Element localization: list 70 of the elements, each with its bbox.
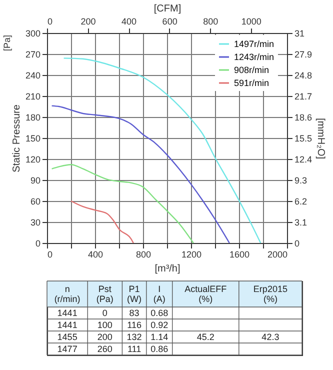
text: P1 (W) bbox=[127, 284, 142, 304]
text: n (r/min) bbox=[54, 284, 80, 304]
text: 1441 bbox=[57, 320, 78, 330]
x2-tick-label: 400 bbox=[122, 16, 137, 26]
text: 1455 bbox=[57, 332, 78, 342]
y-tick-label: 270 bbox=[25, 50, 40, 60]
legend-label: 591r/min bbox=[234, 78, 270, 88]
y-tick-label: 150 bbox=[25, 134, 40, 144]
y2-tick-label: 9.3 bbox=[294, 176, 308, 186]
x2-axis-title: [CFM] bbox=[154, 4, 182, 14]
y2-tick-label: 3.1 bbox=[294, 218, 308, 228]
y2-tick-label: 21.7 bbox=[294, 92, 312, 102]
x-axis-title: [m³/h] bbox=[154, 264, 180, 274]
y-tick-label: 180 bbox=[25, 112, 40, 122]
y2-axis-title: [mmH₂O] bbox=[315, 118, 326, 160]
x2-tick-label: 800 bbox=[203, 16, 218, 26]
y2-tick-label: 6.2 bbox=[294, 196, 308, 206]
text: Erp2015 (%) bbox=[253, 284, 288, 304]
text: 200 bbox=[97, 332, 112, 342]
text: 260 bbox=[97, 344, 112, 354]
y2-tick-label: 18.6 bbox=[294, 112, 312, 122]
legend-label: 908r/min bbox=[234, 65, 270, 75]
x-tick-label: 800 bbox=[136, 250, 152, 260]
text: 0.92 bbox=[150, 320, 168, 330]
x-tick-label: 1600 bbox=[229, 250, 250, 260]
x-tick-label: 0 bbox=[48, 250, 53, 260]
y-tick-label: 210 bbox=[25, 92, 40, 102]
x-tick-label: 1200 bbox=[181, 250, 202, 260]
text: I (A) bbox=[153, 284, 166, 304]
text: 0.68 bbox=[150, 308, 168, 318]
y2-tick-label: 0 bbox=[294, 238, 300, 248]
text: ActualEFF (%) bbox=[184, 284, 228, 304]
text: 0.86 bbox=[150, 344, 168, 354]
y-tick-label: 240 bbox=[25, 70, 40, 80]
y-tick-label: 60 bbox=[30, 196, 40, 206]
y2-tick-label: 31 bbox=[294, 28, 305, 38]
y-tick-label: 30 bbox=[30, 218, 40, 228]
text: 45.2 bbox=[196, 332, 214, 342]
text: 1.14 bbox=[150, 332, 168, 342]
text: 1477 bbox=[57, 344, 78, 354]
y-tick-label: 0 bbox=[35, 238, 40, 248]
text: 83 bbox=[129, 308, 140, 318]
line-series bbox=[70, 200, 134, 244]
text: 111 bbox=[127, 344, 142, 354]
line-series bbox=[51, 164, 194, 244]
text: 1441 bbox=[57, 308, 78, 318]
y-tick-label: 120 bbox=[25, 154, 40, 164]
text: 116 bbox=[127, 320, 142, 330]
y-tick-label: 90 bbox=[30, 176, 40, 186]
legend-label: 1497r/min bbox=[234, 39, 274, 49]
x-tick-label: 400 bbox=[88, 250, 104, 260]
x2-tick-label: 1000 bbox=[241, 16, 262, 26]
text: 132 bbox=[126, 332, 142, 342]
text: 100 bbox=[97, 320, 112, 330]
x-tick-label: 2000 bbox=[267, 250, 288, 260]
text: Pst (Pa) bbox=[96, 284, 114, 304]
y2-tick-label: 27.9 bbox=[294, 50, 312, 60]
y-axis-title: Static Pressure bbox=[11, 104, 22, 172]
text: 42.3 bbox=[262, 332, 280, 342]
x2-tick-label: 600 bbox=[162, 16, 178, 26]
text: 0 bbox=[102, 308, 108, 318]
x2-tick-label: 200 bbox=[80, 16, 96, 26]
line-series bbox=[51, 105, 230, 244]
x2-tick-label: 0 bbox=[48, 16, 53, 26]
legend-label: 1243r/min bbox=[234, 52, 274, 62]
text: [Pa] bbox=[2, 34, 12, 52]
y2-tick-label: 12.4 bbox=[294, 154, 312, 164]
y2-tick-label: 15.5 bbox=[294, 134, 312, 144]
y-tick-label: 300 bbox=[25, 28, 40, 38]
y2-tick-label: 24.8 bbox=[294, 70, 312, 80]
